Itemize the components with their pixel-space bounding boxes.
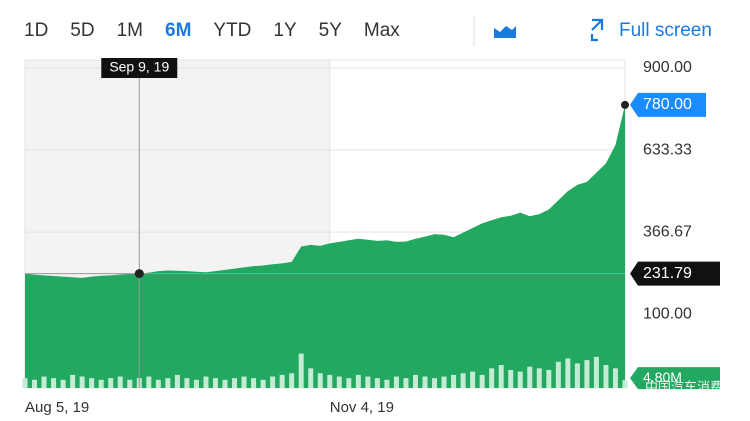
crosshair-price-tag: [630, 261, 720, 286]
full-screen-icon: [590, 18, 604, 42]
volume-tag: [630, 367, 720, 390]
volume-bar: [393, 376, 399, 388]
last-price-tag: [630, 92, 706, 117]
range-tab[interactable]: 6M: [165, 20, 191, 41]
volume-bar: [232, 378, 238, 388]
volume-bar: [565, 358, 571, 388]
price-area: [25, 104, 625, 388]
volume-bar: [70, 374, 76, 388]
volume-bar: [489, 368, 495, 388]
volume-bar: [327, 374, 333, 388]
volume-bar: [108, 378, 114, 388]
y-tick-label: 900.00: [643, 59, 692, 76]
volume-bar: [412, 374, 418, 388]
chart-type-icon[interactable]: [494, 26, 516, 38]
volume-bar: [203, 376, 209, 388]
crosshair-price: 231.79: [643, 265, 692, 282]
volume-bar: [546, 369, 552, 388]
volume-bar: [308, 368, 314, 388]
volume-bar: [355, 374, 361, 388]
volume-bar: [498, 365, 504, 388]
volume-bar: [146, 376, 152, 388]
volume-bar: [79, 376, 85, 388]
volume-bar: [155, 379, 161, 388]
volume-bar: [184, 378, 190, 388]
volume-bar: [51, 378, 57, 388]
volume-bar: [222, 379, 228, 388]
x-tick-label: Aug 5, 19: [25, 399, 89, 416]
range-tab[interactable]: 1Y: [273, 20, 297, 41]
range-tab[interactable]: 5D: [70, 20, 94, 41]
volume-bar: [165, 378, 171, 388]
volume-bar: [593, 356, 599, 388]
volume-bar: [98, 379, 104, 388]
range-tab[interactable]: 1D: [24, 20, 48, 41]
volume-bar: [612, 368, 618, 388]
range-tab[interactable]: YTD: [213, 20, 251, 41]
volume-bar: [89, 378, 95, 388]
volume-bar: [260, 379, 266, 388]
volume-bar: [365, 376, 371, 388]
x-tick-label: Nov 4, 19: [330, 399, 394, 416]
y-tick-label: 366.67: [643, 223, 692, 240]
volume-bar: [403, 378, 409, 388]
volume-bar: [127, 379, 133, 388]
volume-bar: [508, 369, 514, 388]
volume-bar: [451, 374, 457, 388]
range-tab[interactable]: 1M: [117, 20, 143, 41]
volume-bar: [441, 376, 447, 388]
volume-bar: [298, 353, 304, 388]
crosshair-dot: [134, 269, 144, 279]
volume-bar: [212, 378, 218, 388]
volume-bar: [317, 373, 323, 388]
volume-bar: [270, 376, 276, 388]
volume-bar: [60, 379, 66, 388]
volume-bar: [193, 379, 199, 388]
volume-bar: [32, 379, 38, 388]
volume-bar: [289, 373, 295, 388]
volume-bar: [374, 378, 380, 388]
watermark: 中国汽车消费: [645, 380, 723, 396]
volume-bar: [584, 360, 590, 388]
range-tab[interactable]: 5Y: [319, 20, 343, 41]
volume-bar: [555, 361, 561, 388]
crosshair-date-box: [101, 58, 178, 78]
volume-bar: [479, 374, 485, 388]
y-tick-label: 100.00: [643, 305, 692, 322]
volume-bar: [574, 363, 580, 388]
volume-bar: [517, 371, 523, 388]
volume-bar: [470, 371, 476, 388]
volume-bar: [432, 378, 438, 388]
volume-bar: [241, 376, 247, 388]
volume-bar: [460, 373, 466, 388]
y-tick-label: 633.33: [643, 141, 692, 158]
last-price-label: 780.00: [643, 96, 692, 113]
range-tab[interactable]: Max: [364, 20, 400, 41]
volume-bar: [527, 366, 533, 388]
volume-bar: [251, 378, 257, 388]
volume-bar: [41, 376, 47, 388]
volume-bar: [346, 378, 352, 388]
volume-bar: [536, 368, 542, 388]
volume-label: 4.80M: [643, 369, 682, 385]
volume-bar: [384, 379, 390, 388]
last-price-dot: [621, 100, 629, 109]
volume-bar: [279, 374, 285, 388]
full-screen-button[interactable]: Full screen: [619, 20, 712, 41]
volume-bar: [622, 380, 628, 388]
crosshair-date: Sep 9, 19: [109, 59, 169, 75]
volume-bar: [422, 376, 428, 388]
volume-bar: [22, 378, 28, 388]
volume-bar: [603, 365, 609, 388]
volume-bar: [174, 374, 180, 388]
volume-bar: [336, 376, 342, 388]
volume-bar: [117, 376, 123, 388]
